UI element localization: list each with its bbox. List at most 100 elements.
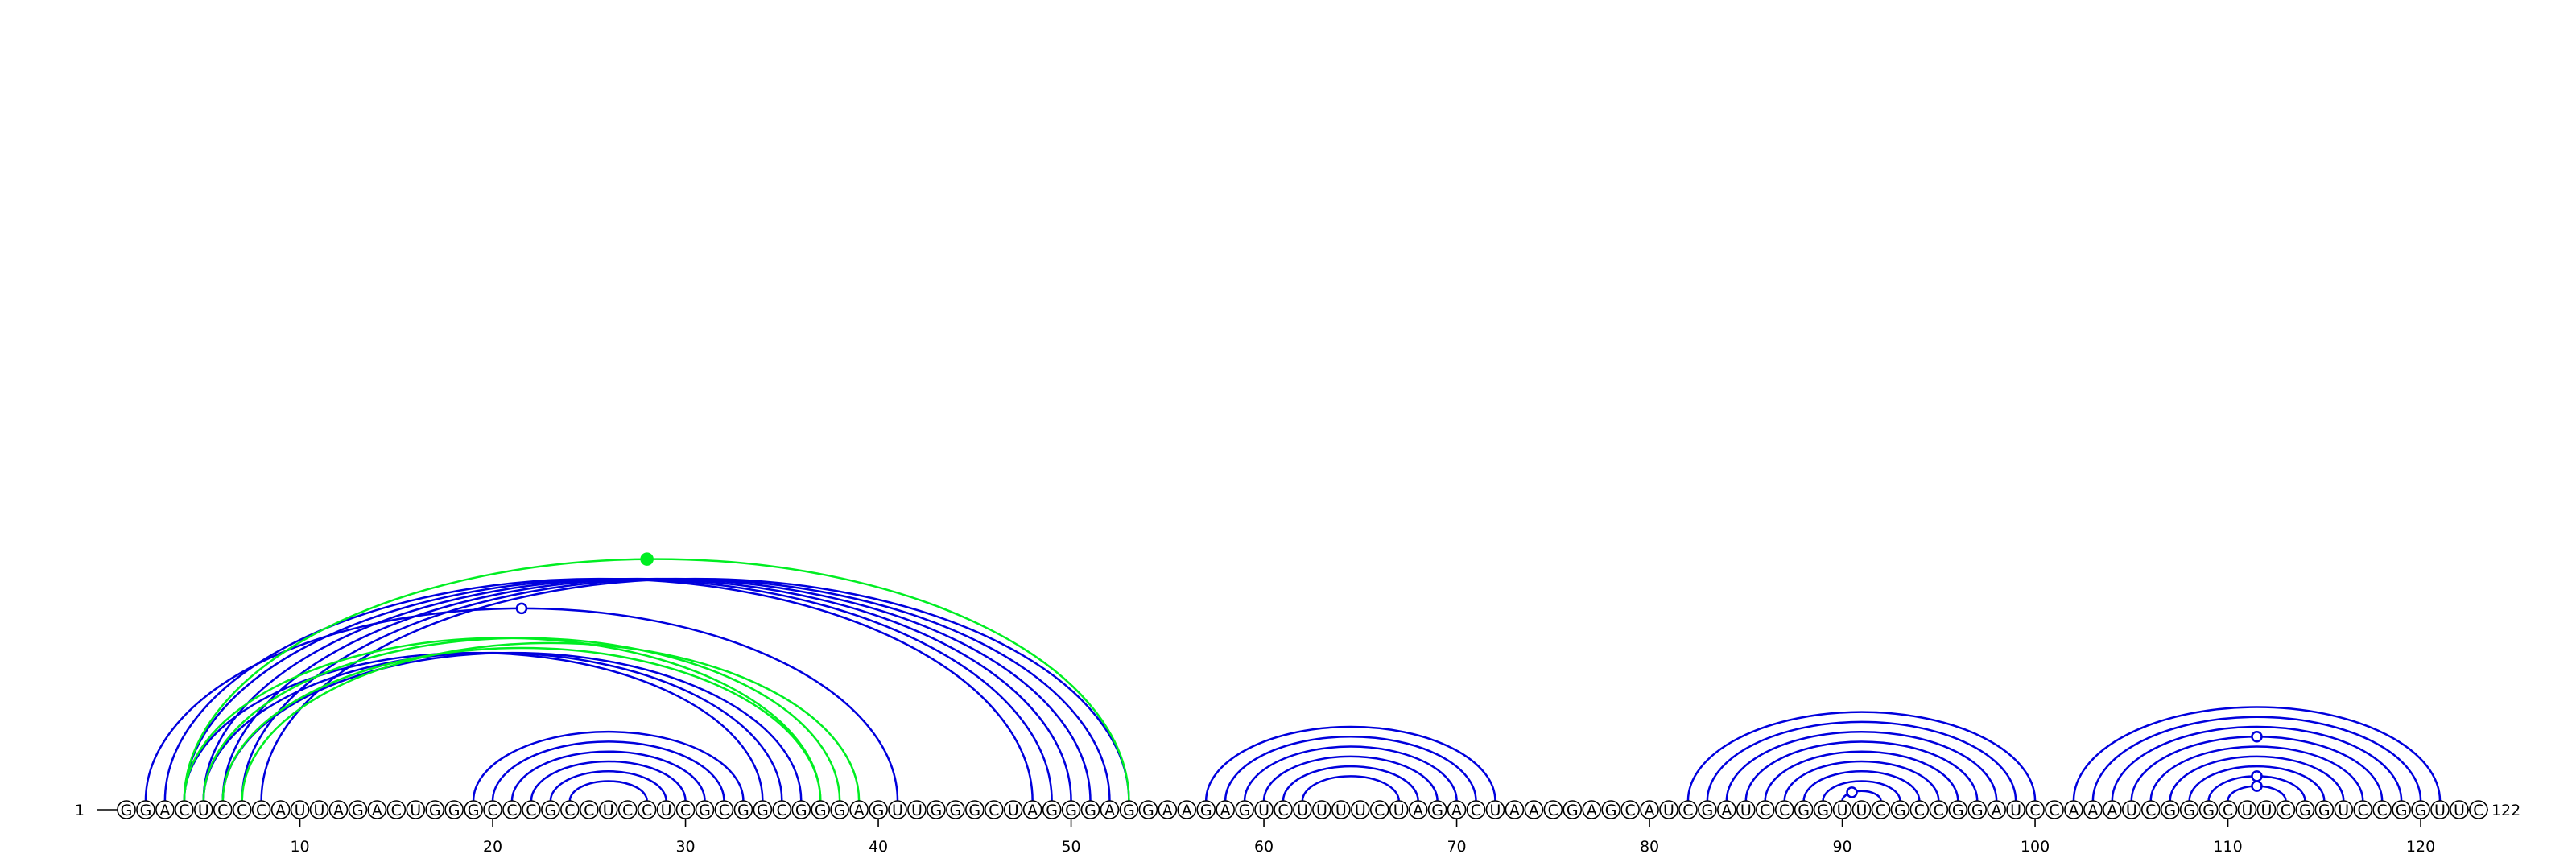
nucleotide-letter: G [1200,802,1212,819]
nucleotide: C [1620,800,1640,819]
nucleotide: G [733,800,753,819]
nucleotide-letter: G [795,802,807,819]
nucleotide-letter: G [834,802,846,819]
nucleotide: U [1389,800,1409,819]
nucleotide-letter: C [1779,802,1790,819]
nucleotide: G [1601,800,1620,819]
nucleotide-circle [1717,800,1736,819]
base-pair-arcs [144,558,2442,802]
nucleotide-circle [251,800,271,819]
nucleotide: G [136,800,155,819]
nucleotide-circle [1427,800,1447,819]
nucleotide-circle [560,800,580,819]
nucleotide-circle [1196,800,1216,819]
nucleotide-letter: G [1142,802,1154,819]
nucleotide-letter: A [854,802,865,819]
nucleotide-letter: A [1413,802,1423,819]
nucleotide-circle [1003,800,1023,819]
nucleotide: C [560,800,580,819]
nucleotide: U [2334,800,2354,819]
nucleotide: U [656,800,676,819]
nucleotide: U [1852,800,1872,819]
nucleotide: C [1543,800,1563,819]
tick-label: 60 [1254,838,1274,856]
nucleotide-letter: G [2202,802,2215,819]
highlighted-base-pair-arc [202,637,841,802]
nucleotide: C [522,800,541,819]
nucleotide: C [2469,800,2488,819]
position-axis: 10 20 30 40 50 60 70 80 90 100 110 120 [290,819,2435,856]
base-pair-arc [2188,765,2326,802]
nucleotide-letter: A [333,802,344,819]
nucleotide-letter: C [584,802,594,819]
nucleotide: G [1061,800,1081,819]
nucleotide-circle [791,800,811,819]
nucleotide-letter: G [2183,802,2195,819]
nucleotide: A [1524,800,1544,819]
nucleotide-circle [2469,800,2488,819]
base-pair-arc [202,577,1072,802]
nucleotide-circle [753,800,773,819]
nucleotide: C [617,800,638,819]
nucleotide-letter: C [506,802,517,819]
nucleotide-letter: G [1798,802,1810,819]
nucleotide: A [367,800,387,819]
nucleotide-circle [194,800,213,819]
nucleotide-circle [367,800,387,819]
nucleotide-letter: C [487,802,497,819]
nucleotide-circle [1293,800,1312,819]
nucleotide: G [811,800,831,819]
nucleotide-circle [714,800,734,819]
nucleotide-circle [1100,800,1120,819]
base-pair-arc [221,577,1092,802]
nucleotide-letter: A [1721,802,1732,819]
nucleotide-letter: C [2281,802,2291,819]
nucleotide: U [907,800,927,819]
nucleotide-letter: C [2473,802,2483,819]
nucleotide-circle [1852,800,1872,819]
base-pair-arc [1783,760,1940,802]
nucleotide-circle [1948,800,1968,819]
nucleotide-circle [1042,800,1062,819]
nucleotide: C [637,800,657,819]
nucleotide: C [1274,800,1293,819]
tick-label: 110 [2213,838,2242,856]
nucleotide-letter: A [1529,802,1539,819]
nucleotide-letter: U [1837,802,1848,819]
nucleotide-circle [2430,800,2450,819]
nucleotide-letter: A [159,802,170,819]
nucleotide-circle [1080,800,1100,819]
nucleotide-letter: G [448,802,460,819]
nucleotide: G [444,800,464,819]
nucleotide-circle [1022,800,1042,819]
nucleotide: G [965,800,985,819]
nucleotide: G [927,800,946,819]
nucleotide-letter: G [1239,802,1251,819]
nucleotide-letter: A [2068,802,2079,819]
nucleotide-letter: U [2126,802,2137,819]
nucleotide-circle [2045,800,2064,819]
nucleotide-circle [1774,800,1794,819]
nucleotide-letter: G [2415,802,2427,819]
nucleotide: G [1890,800,1910,819]
nucleotide-circle [1408,800,1428,819]
nucleotide-circle [1794,800,1814,819]
nucleotide-letter: U [410,802,421,819]
nucleotide-letter: U [1393,802,1405,819]
nucleotide-circle [1485,800,1505,819]
nucleotide-circle [1582,800,1601,819]
nucleotide-letter: C [2377,802,2388,819]
nucleotide-circle [425,800,445,819]
nucleotide-circle [1678,800,1698,819]
nucleotide-circle [232,800,252,819]
nucleotide-circle [2103,800,2122,819]
nucleotide-circle [849,800,869,819]
nucleotide-circle [2256,800,2277,819]
nucleotide-circle [617,800,638,819]
nucleotide-circle [1987,800,2006,819]
nucleotide: G [117,800,136,819]
nucleotide: G [2198,800,2219,819]
nucleotide-letter: G [815,802,827,819]
nucleotide-letter: U [295,802,306,819]
